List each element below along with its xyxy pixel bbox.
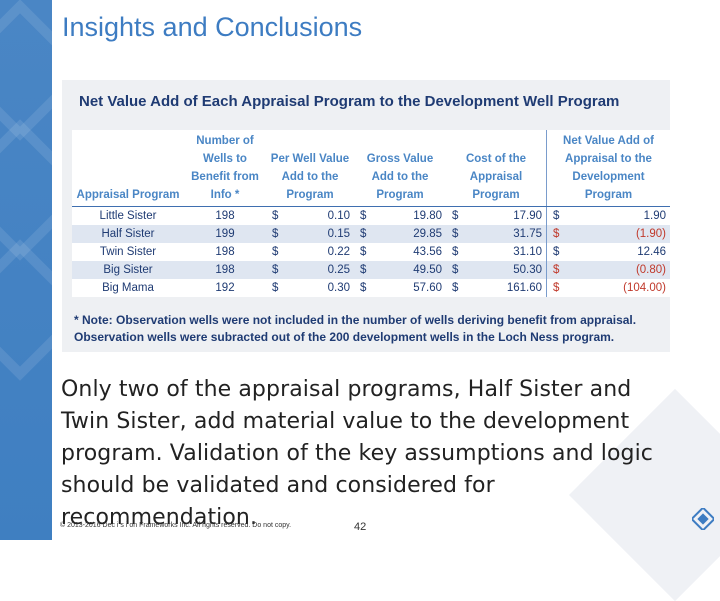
currency-symbol: $ — [452, 246, 459, 258]
currency-symbol: $ — [272, 264, 279, 276]
slide-title: Insights and Conclusions — [62, 12, 363, 42]
cell-wells: 198 — [215, 210, 235, 222]
cell-program-name: Half Sister — [72, 225, 184, 243]
currency-symbol: $ — [553, 282, 560, 294]
cell-value: (0.80) — [635, 264, 666, 276]
cell-value: 17.90 — [513, 210, 542, 222]
currency-symbol: $ — [360, 210, 367, 222]
cell-per-well: $0.30 — [266, 279, 354, 297]
currency-symbol: $ — [452, 228, 459, 240]
currency-symbol: $ — [272, 282, 279, 294]
cell-wells: 199 — [184, 225, 266, 243]
cell-value: 29.85 — [413, 228, 442, 240]
currency-symbol: $ — [553, 228, 560, 240]
cell-program-name: Big Sister — [72, 261, 184, 279]
table-title: Net Value Add of Each Appraisal Program … — [79, 93, 620, 110]
cell-value: 0.30 — [327, 282, 350, 294]
currency-symbol: $ — [272, 210, 279, 222]
col-header-wells: Number of Wells to Benefit from Info * — [184, 130, 266, 207]
currency-symbol: $ — [272, 246, 279, 258]
cell-cost: $31.75 — [446, 225, 547, 243]
cell-per-well: $0.10 — [266, 207, 354, 226]
cell-value: (104.00) — [623, 282, 666, 294]
cell-net-value: $ (104.00) — [546, 279, 670, 297]
cell-cost: $17.90 — [446, 207, 547, 226]
currency-symbol: $ — [452, 264, 459, 276]
page-number: 42 — [354, 521, 367, 533]
cell-wells: 192 — [215, 282, 235, 294]
cell-program-name: Big Mama — [102, 282, 154, 294]
currency-symbol: $ — [452, 210, 459, 222]
currency-symbol: $ — [553, 210, 560, 222]
currency-symbol: $ — [360, 246, 367, 258]
cell-gross: $49.50 — [354, 261, 446, 279]
table-row: Half Sister 199 $0.15 $29.85 $31.75 $ (1.90) — [72, 225, 670, 243]
cell-value: 0.10 — [327, 210, 350, 222]
cell-gross: $57.60 — [354, 279, 446, 297]
table-row: Little Sister 198 $0.10 $19.80 $17.90 $1.90 — [72, 206, 670, 226]
cell-per-well: $0.15 — [266, 225, 354, 243]
cell-gross: $43.56 — [354, 243, 446, 261]
currency-symbol: $ — [360, 264, 367, 276]
cell-gross: $19.80 — [354, 207, 446, 226]
table-row: Big Mama 192 $0.30 $57.60 $161.60 $ (104.00) — [72, 279, 670, 297]
company-logo-icon — [692, 508, 714, 530]
currency-symbol: $ — [452, 282, 459, 294]
cell-wells: 198 — [184, 261, 266, 279]
cell-net-value: $ (1.90) — [546, 225, 670, 243]
cell-cost: $161.60 — [446, 279, 547, 297]
col-header-per-well: Per Well Value Add to the Program — [266, 130, 354, 207]
col-header-net-value: Net Value Add of Appraisal to the Develo… — [546, 130, 670, 207]
col-header-gross: Gross Value Add to the Program — [354, 130, 446, 207]
table-row: Twin Sister 198 $0.22 $43.56 $31.10 $12.46 — [72, 243, 670, 261]
currency-symbol: $ — [360, 282, 367, 294]
copyright-footer: © 2013-2016 Dec i s i on Frameworks Inc.… — [60, 522, 292, 529]
cell-value: 0.25 — [327, 264, 350, 276]
cell-net-value: $1.90 — [546, 206, 670, 225]
cell-value: 161.60 — [506, 282, 542, 294]
currency-symbol: $ — [553, 246, 560, 258]
cell-program-name: Twin Sister — [99, 246, 157, 258]
cell-value: 49.50 — [413, 264, 442, 276]
cell-value: 50.30 — [513, 264, 542, 276]
cell-net-value: $12.46 — [546, 243, 670, 261]
table-header-row: Appraisal Program Number of Wells to Ben… — [72, 130, 670, 207]
cell-value: 31.10 — [513, 246, 542, 258]
cell-cost: $31.10 — [446, 243, 547, 261]
currency-symbol: $ — [272, 228, 279, 240]
cell-value: 1.90 — [643, 210, 666, 222]
cell-value: 12.46 — [637, 246, 666, 258]
cell-value: 0.15 — [327, 228, 350, 240]
conclusion-text: Only two of the appraisal programs, Half… — [61, 377, 653, 530]
cell-per-well: $0.25 — [266, 261, 354, 279]
col-header-cost: Cost of the Appraisal Program — [446, 130, 547, 207]
currency-symbol: $ — [553, 264, 560, 276]
note-line-1: * Note: Observation wells were not inclu… — [74, 313, 637, 327]
cell-per-well: $0.22 — [266, 243, 354, 261]
cell-value: 43.56 — [413, 246, 442, 258]
cell-program-name: Little Sister — [99, 210, 157, 222]
table-note: * Note: Observation wells were not inclu… — [74, 312, 636, 346]
left-accent-bar — [0, 0, 91, 540]
cell-net-value: $ (0.80) — [546, 261, 670, 279]
cell-value: (1.90) — [635, 228, 666, 240]
col-header-program: Appraisal Program — [72, 130, 184, 207]
note-line-2: Observation wells were subracted out of … — [74, 330, 615, 344]
cell-wells: 198 — [215, 246, 235, 258]
cell-value: 31.75 — [513, 228, 542, 240]
cell-value: 57.60 — [413, 282, 442, 294]
cell-value: 19.80 — [413, 210, 442, 222]
appraisal-table: Appraisal Program Number of Wells to Ben… — [72, 130, 670, 297]
table-row: Big Sister 198 $0.25 $49.50 $50.30 $ (0.80) — [72, 261, 670, 279]
cell-value: 0.22 — [327, 246, 350, 258]
currency-symbol: $ — [360, 228, 367, 240]
cell-cost: $50.30 — [446, 261, 547, 279]
cell-gross: $29.85 — [354, 225, 446, 243]
